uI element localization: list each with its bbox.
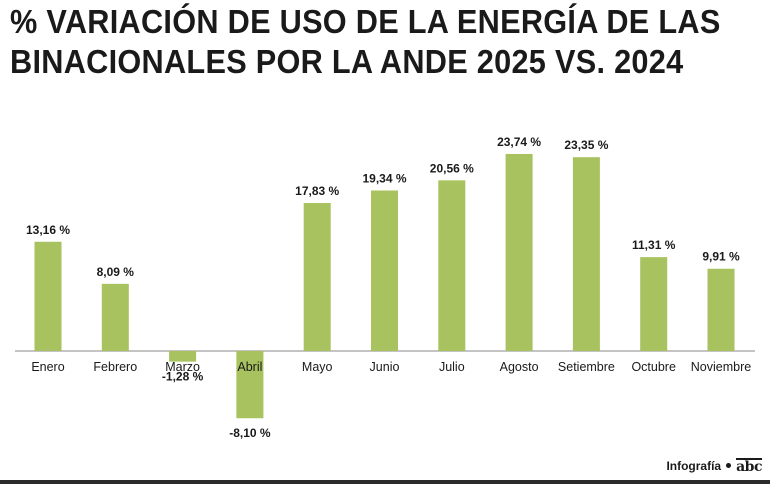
chart-title-line-1: % VARIACIÓN DE USO DE LA ENERGÍA DE LAS [10,3,721,40]
bullet-icon [726,463,732,468]
x-tick-label: Setiembre [558,360,615,374]
x-tick-label: Enero [31,360,64,374]
data-label: 13,16 % [26,223,70,237]
abc-logo: abc [736,458,762,475]
data-label: 9,91 % [702,250,740,264]
chart-title-line-2: BINACIONALES POR LA ANDE 2025 VS. 2024 [10,43,684,80]
x-tick-label: Noviembre [691,360,751,374]
data-label: 11,31 % [632,238,676,252]
x-tick-label: Febrero [93,360,137,374]
data-label: 19,34 % [362,171,406,185]
chart-title: % VARIACIÓN DE USO DE LA ENERGÍA DE LAS … [10,2,721,82]
bar-agosto [505,153,533,351]
bar-enero [34,241,62,351]
bar-mayo [303,203,331,351]
credit-label: Infografía [666,458,722,473]
bar-noviembre [707,268,735,351]
data-label: 23,74 % [497,135,541,149]
footer-bar [0,480,770,484]
x-tick-label: Mayo [302,360,333,374]
x-tick-label: Abril [237,360,262,374]
bar-chart: Enero 13,16 % Febrero 8,09 % Marzo-1,28 % Abr… [15,135,755,440]
data-label: 23,35 % [564,138,608,152]
data-label: 8,09 % [97,265,135,279]
bar-abril [236,351,264,419]
data-label: 20,56 % [430,161,474,175]
data-label: 17,83 % [295,184,339,198]
credit: Infografía abc [666,458,762,475]
bar-setiembre [572,157,600,351]
x-tick-label: Junio [370,360,400,374]
data-label: -1,28 % [162,370,204,384]
x-tick-label: Octubre [631,360,676,374]
x-tick-label: Marzo [165,360,200,374]
x-tick-label: Julio [439,360,465,374]
x-tick-label: Agosto [500,360,539,374]
data-label: -8,10 % [229,426,271,440]
bar-julio [438,180,466,351]
bar-febrero [101,283,129,351]
bar-octubre [640,257,668,351]
bar-junio [371,190,398,351]
bar-marzo [169,351,197,362]
